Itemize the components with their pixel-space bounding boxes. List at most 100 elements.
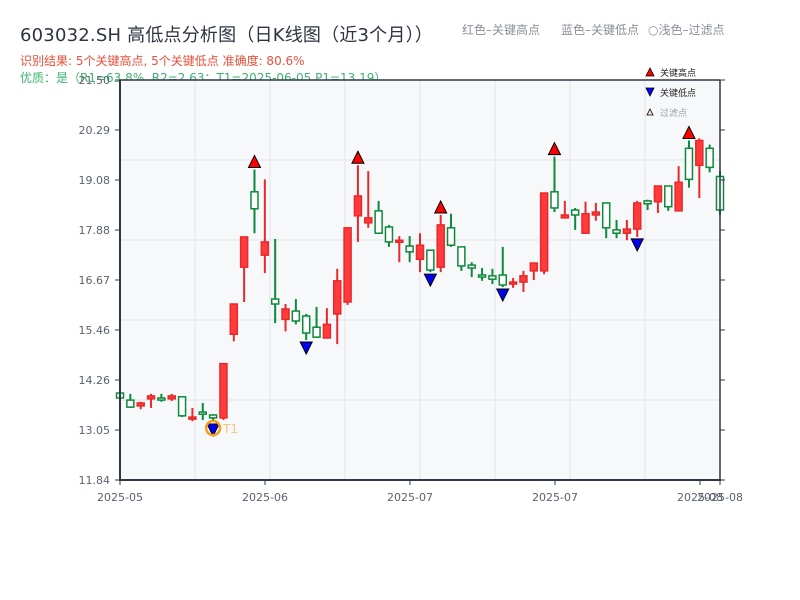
x-tick-label: 2025-06 — [242, 491, 288, 504]
legend-high-icon — [645, 67, 655, 77]
candle-body — [198, 411, 208, 415]
candle-body — [364, 217, 373, 224]
y-tick-label: 16.67 — [79, 274, 111, 287]
candle-body — [477, 274, 487, 278]
candle-body — [415, 244, 425, 261]
candle-body — [301, 315, 311, 334]
candle-body — [591, 211, 601, 216]
result-summary: 识别结果: 5个关键高点, 5个关键低点 准确度: 80.6% — [20, 54, 305, 68]
key-high-marker-icon — [682, 125, 696, 139]
candle-body — [229, 303, 239, 335]
candle-body — [384, 226, 394, 243]
x-axis-ticks: 2025-05 2025-06 2025-07 2025-07 2025-082025-… — [97, 480, 743, 504]
candle-body — [374, 210, 383, 234]
candle-body — [550, 191, 559, 209]
candle-body — [695, 139, 704, 167]
key-point-markers: T1 — [204, 125, 696, 438]
candle-body — [560, 214, 570, 219]
key-low-marker-icon — [630, 238, 645, 253]
candle-body — [529, 262, 539, 272]
candle-body — [601, 202, 611, 229]
legend-red-key-highs: 红色–关键高点 — [462, 23, 541, 37]
key-low-marker-icon — [206, 423, 220, 438]
candle-body — [353, 195, 363, 217]
candle-body — [157, 397, 166, 401]
candle-body — [632, 202, 642, 230]
candle-body — [405, 245, 414, 253]
candle-body — [395, 239, 404, 243]
legend-blue-key-lows: 蓝色–关键低点 — [561, 23, 640, 37]
x-tick-label: 2025-08 — [697, 491, 743, 504]
candle-body — [126, 399, 135, 408]
candle-body — [457, 246, 466, 267]
legend-label: 关键高点 — [660, 67, 696, 79]
candle-body — [581, 212, 590, 234]
candle-body — [426, 249, 435, 271]
candle-body — [612, 229, 621, 234]
candle-body — [622, 228, 632, 234]
legend-label: 过滤点 — [660, 107, 687, 119]
x-tick-label: 2025-08 — [677, 491, 723, 504]
key-high-marker-icon — [433, 199, 448, 214]
y-tick-label: 11.84 — [79, 474, 111, 487]
x-tick-label: 2025-07 — [532, 491, 578, 504]
chart-title: 603032.SH 高低点分析图（日K线图（近3个月）） — [20, 25, 433, 46]
key-low-marker-icon — [299, 341, 314, 356]
key-high-marker-icon — [547, 141, 562, 156]
candle-body — [322, 323, 332, 339]
candle-body — [260, 241, 270, 256]
candle-body — [467, 264, 476, 269]
candle-body — [570, 209, 580, 216]
key-low-marker-icon — [423, 273, 438, 288]
key-high-marker-icon — [351, 150, 365, 164]
x-tick-label: 2025-07 — [387, 491, 433, 504]
candle-body — [508, 281, 518, 285]
candle-body — [291, 310, 301, 322]
candle-body — [446, 227, 456, 246]
legend-filtered-icon — [646, 108, 654, 116]
t1-label: T1 — [222, 422, 238, 436]
candle-body — [219, 362, 228, 419]
y-tick-label: 21.50 — [79, 74, 111, 87]
candle-body — [674, 181, 683, 212]
y-tick-label: 13.05 — [79, 424, 111, 437]
y-tick-label: 20.29 — [79, 124, 111, 137]
legend-light-filtered: ○浅色–过滤点 — [648, 23, 725, 37]
candle-body — [188, 416, 197, 420]
candle-body — [343, 227, 352, 303]
y-tick-label: 15.46 — [79, 324, 111, 337]
candle-body — [539, 192, 549, 272]
candle-body — [177, 396, 187, 417]
candle-body — [312, 326, 321, 338]
candle-body — [664, 185, 673, 208]
candles — [115, 138, 725, 423]
t1-circle-icon — [204, 419, 222, 437]
candle-body — [136, 402, 145, 407]
candle-body — [270, 298, 280, 305]
candle-body — [705, 147, 714, 169]
key-low-marker-icon — [495, 288, 510, 303]
candle-body — [488, 275, 497, 280]
candle-body — [146, 395, 156, 400]
candle-body — [519, 275, 528, 283]
candle-body — [436, 224, 445, 268]
legend-label: 关键低点 — [660, 87, 696, 99]
candle-body — [208, 414, 218, 419]
candle-body — [250, 191, 259, 210]
candle-body — [653, 185, 663, 203]
y-tick-label: 17.88 — [79, 224, 111, 237]
candle-body — [684, 147, 694, 181]
candle-body — [281, 308, 290, 321]
y-axis-ticks: 11.84 13.05 14.26 15.46 16.67 17.88 19.08 20.29… — [79, 74, 725, 487]
candle-body — [332, 280, 342, 315]
candle-body — [643, 200, 652, 205]
y-tick-label: 19.08 — [79, 174, 111, 187]
candle-body — [498, 274, 508, 286]
y-tick-label: 14.26 — [79, 374, 111, 387]
key-high-marker-icon — [247, 154, 262, 168]
candle-body — [167, 395, 176, 400]
x-tick-label: 2025-05 — [97, 491, 143, 504]
candle-body — [239, 236, 249, 268]
